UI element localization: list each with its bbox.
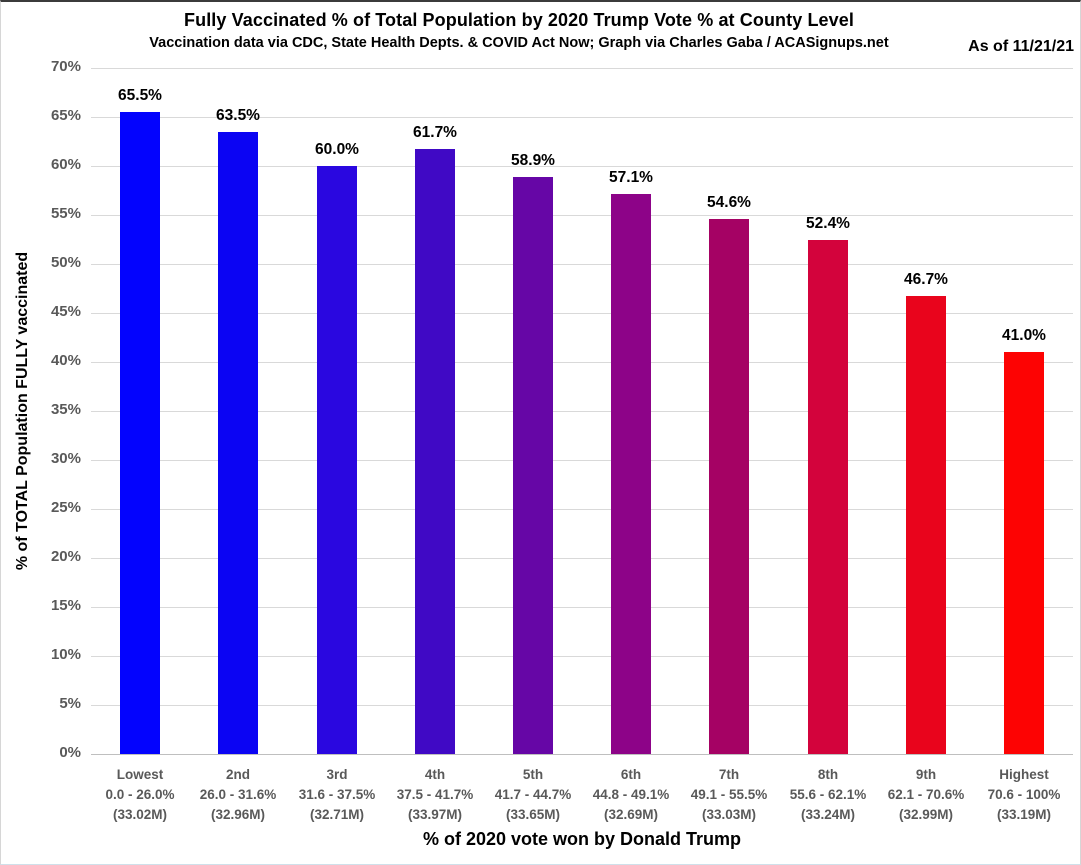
x-category-line: 5th <box>522 767 544 782</box>
x-category-line: (33.65M) <box>505 807 561 822</box>
bar-highest <box>1004 352 1044 754</box>
x-category-line: 44.8 - 49.1% <box>592 787 670 802</box>
bar-value-label: 41.0% <box>1002 327 1046 344</box>
gridline <box>91 68 1073 69</box>
x-category-line: 31.6 - 37.5% <box>298 787 376 802</box>
x-category-line: 8th <box>817 767 839 782</box>
gridline <box>91 264 1073 265</box>
x-category-label: Highest 70.6 - 100% (33.19M) <box>964 765 1080 825</box>
bar-3rd <box>317 166 357 754</box>
bar-value-label: 54.6% <box>707 194 751 211</box>
x-axis-category-labels: Lowest 0.0 - 26.0% (33.02M) 2nd 26.0 - 31.6%… <box>91 765 1073 827</box>
x-category-label: 3rd 31.6 - 37.5% (32.71M) <box>277 765 397 825</box>
bar-4th <box>415 149 455 754</box>
x-axis-baseline <box>91 754 1073 755</box>
x-category-line: (32.71M) <box>309 807 365 822</box>
x-category-line: 0.0 - 26.0% <box>105 787 175 802</box>
as-of-date: As of 11/21/21 <box>968 38 1074 55</box>
y-tick-label: 15% <box>50 597 81 614</box>
bar-value-label: 46.7% <box>904 271 948 288</box>
x-category-label: 4th 37.5 - 41.7% (33.97M) <box>375 765 495 825</box>
x-category-label: 8th 55.6 - 62.1% (33.24M) <box>768 765 888 825</box>
x-category-line: (33.02M) <box>112 807 168 822</box>
x-category-line: 62.1 - 70.6% <box>887 787 965 802</box>
bar-5th <box>513 177 553 754</box>
x-category-line: (32.99M) <box>898 807 954 822</box>
x-category-line: (33.97M) <box>407 807 463 822</box>
gridline <box>91 215 1073 216</box>
bar-8th <box>808 240 848 754</box>
gridline <box>91 460 1073 461</box>
gridline <box>91 656 1073 657</box>
x-category-line: 70.6 - 100% <box>987 787 1061 802</box>
gridline <box>91 166 1073 167</box>
y-tick-label: 50% <box>50 254 81 271</box>
y-tick-label: 40% <box>50 352 81 369</box>
bar-value-label: 57.1% <box>609 169 653 186</box>
x-category-label: Lowest 0.0 - 26.0% (33.02M) <box>80 765 200 825</box>
x-category-line: (32.96M) <box>210 807 266 822</box>
bar-value-label: 63.5% <box>216 107 260 124</box>
y-tick-label: 45% <box>50 303 81 320</box>
gridline <box>91 117 1073 118</box>
bar-7th <box>709 219 749 754</box>
x-category-line: 37.5 - 41.7% <box>396 787 474 802</box>
y-tick-label: 30% <box>50 450 81 467</box>
y-tick-label: 70% <box>50 58 81 75</box>
y-tick-label: 20% <box>50 548 81 565</box>
chart-subtitle: Vaccination data via CDC, State Health D… <box>149 35 889 51</box>
gridline <box>91 411 1073 412</box>
y-tick-label: 65% <box>50 107 81 124</box>
x-category-line: 2nd <box>225 767 250 782</box>
gridline <box>91 607 1073 608</box>
x-category-label: 9th 62.1 - 70.6% (32.99M) <box>866 765 986 825</box>
gridline <box>91 509 1073 510</box>
chart-title: Fully Vaccinated % of Total Population b… <box>184 10 854 30</box>
bar-6th <box>611 194 651 754</box>
bar-9th <box>906 296 946 754</box>
x-category-line: 41.7 - 44.7% <box>494 787 572 802</box>
y-tick-label: 60% <box>50 156 81 173</box>
y-tick-label: 55% <box>50 205 81 222</box>
bar-value-label: 58.9% <box>511 152 555 169</box>
y-tick-label: 25% <box>50 499 81 516</box>
y-tick-label: 35% <box>50 401 81 418</box>
x-category-line: 3rd <box>326 767 348 782</box>
x-category-line: 26.0 - 31.6% <box>199 787 277 802</box>
x-category-line: Highest <box>999 767 1049 782</box>
x-category-line: (33.19M) <box>996 807 1052 822</box>
y-tick-label: 0% <box>59 744 81 761</box>
x-category-label: 5th 41.7 - 44.7% (33.65M) <box>473 765 593 825</box>
x-category-line: 9th <box>915 767 937 782</box>
x-category-line: 49.1 - 55.5% <box>690 787 768 802</box>
x-category-line: (33.03M) <box>701 807 757 822</box>
gridline <box>91 313 1073 314</box>
bar-2nd <box>218 132 258 754</box>
bar-value-label: 61.7% <box>413 124 457 141</box>
x-category-line: (33.24M) <box>800 807 856 822</box>
bar-value-label: 52.4% <box>806 215 850 232</box>
chart-header: Fully Vaccinated % of Total Population b… <box>1 10 1037 51</box>
x-category-label: 2nd 26.0 - 31.6% (32.96M) <box>178 765 298 825</box>
x-category-label: 7th 49.1 - 55.5% (33.03M) <box>669 765 789 825</box>
y-tick-label: 5% <box>59 695 81 712</box>
gridline <box>91 362 1073 363</box>
y-tick-label: 10% <box>50 646 81 663</box>
x-category-line: 6th <box>620 767 642 782</box>
plot-area: 65.5% 63.5% 60.0% 61.7% 58.9% 57.1% 54.6% 52.4%… <box>91 68 1073 755</box>
bar-lowest <box>120 112 160 754</box>
bar-value-label: 60.0% <box>315 141 359 158</box>
x-category-line: 7th <box>718 767 740 782</box>
x-category-label: 6th 44.8 - 49.1% (32.69M) <box>571 765 691 825</box>
x-category-line: (32.69M) <box>603 807 659 822</box>
x-category-line: 55.6 - 62.1% <box>789 787 867 802</box>
bar-value-label: 65.5% <box>118 87 162 104</box>
x-axis-title: % of 2020 vote won by Donald Trump <box>422 829 742 849</box>
gridline <box>91 558 1073 559</box>
x-category-line: Lowest <box>116 767 164 782</box>
gridline <box>91 705 1073 706</box>
x-category-line: 4th <box>424 767 446 782</box>
